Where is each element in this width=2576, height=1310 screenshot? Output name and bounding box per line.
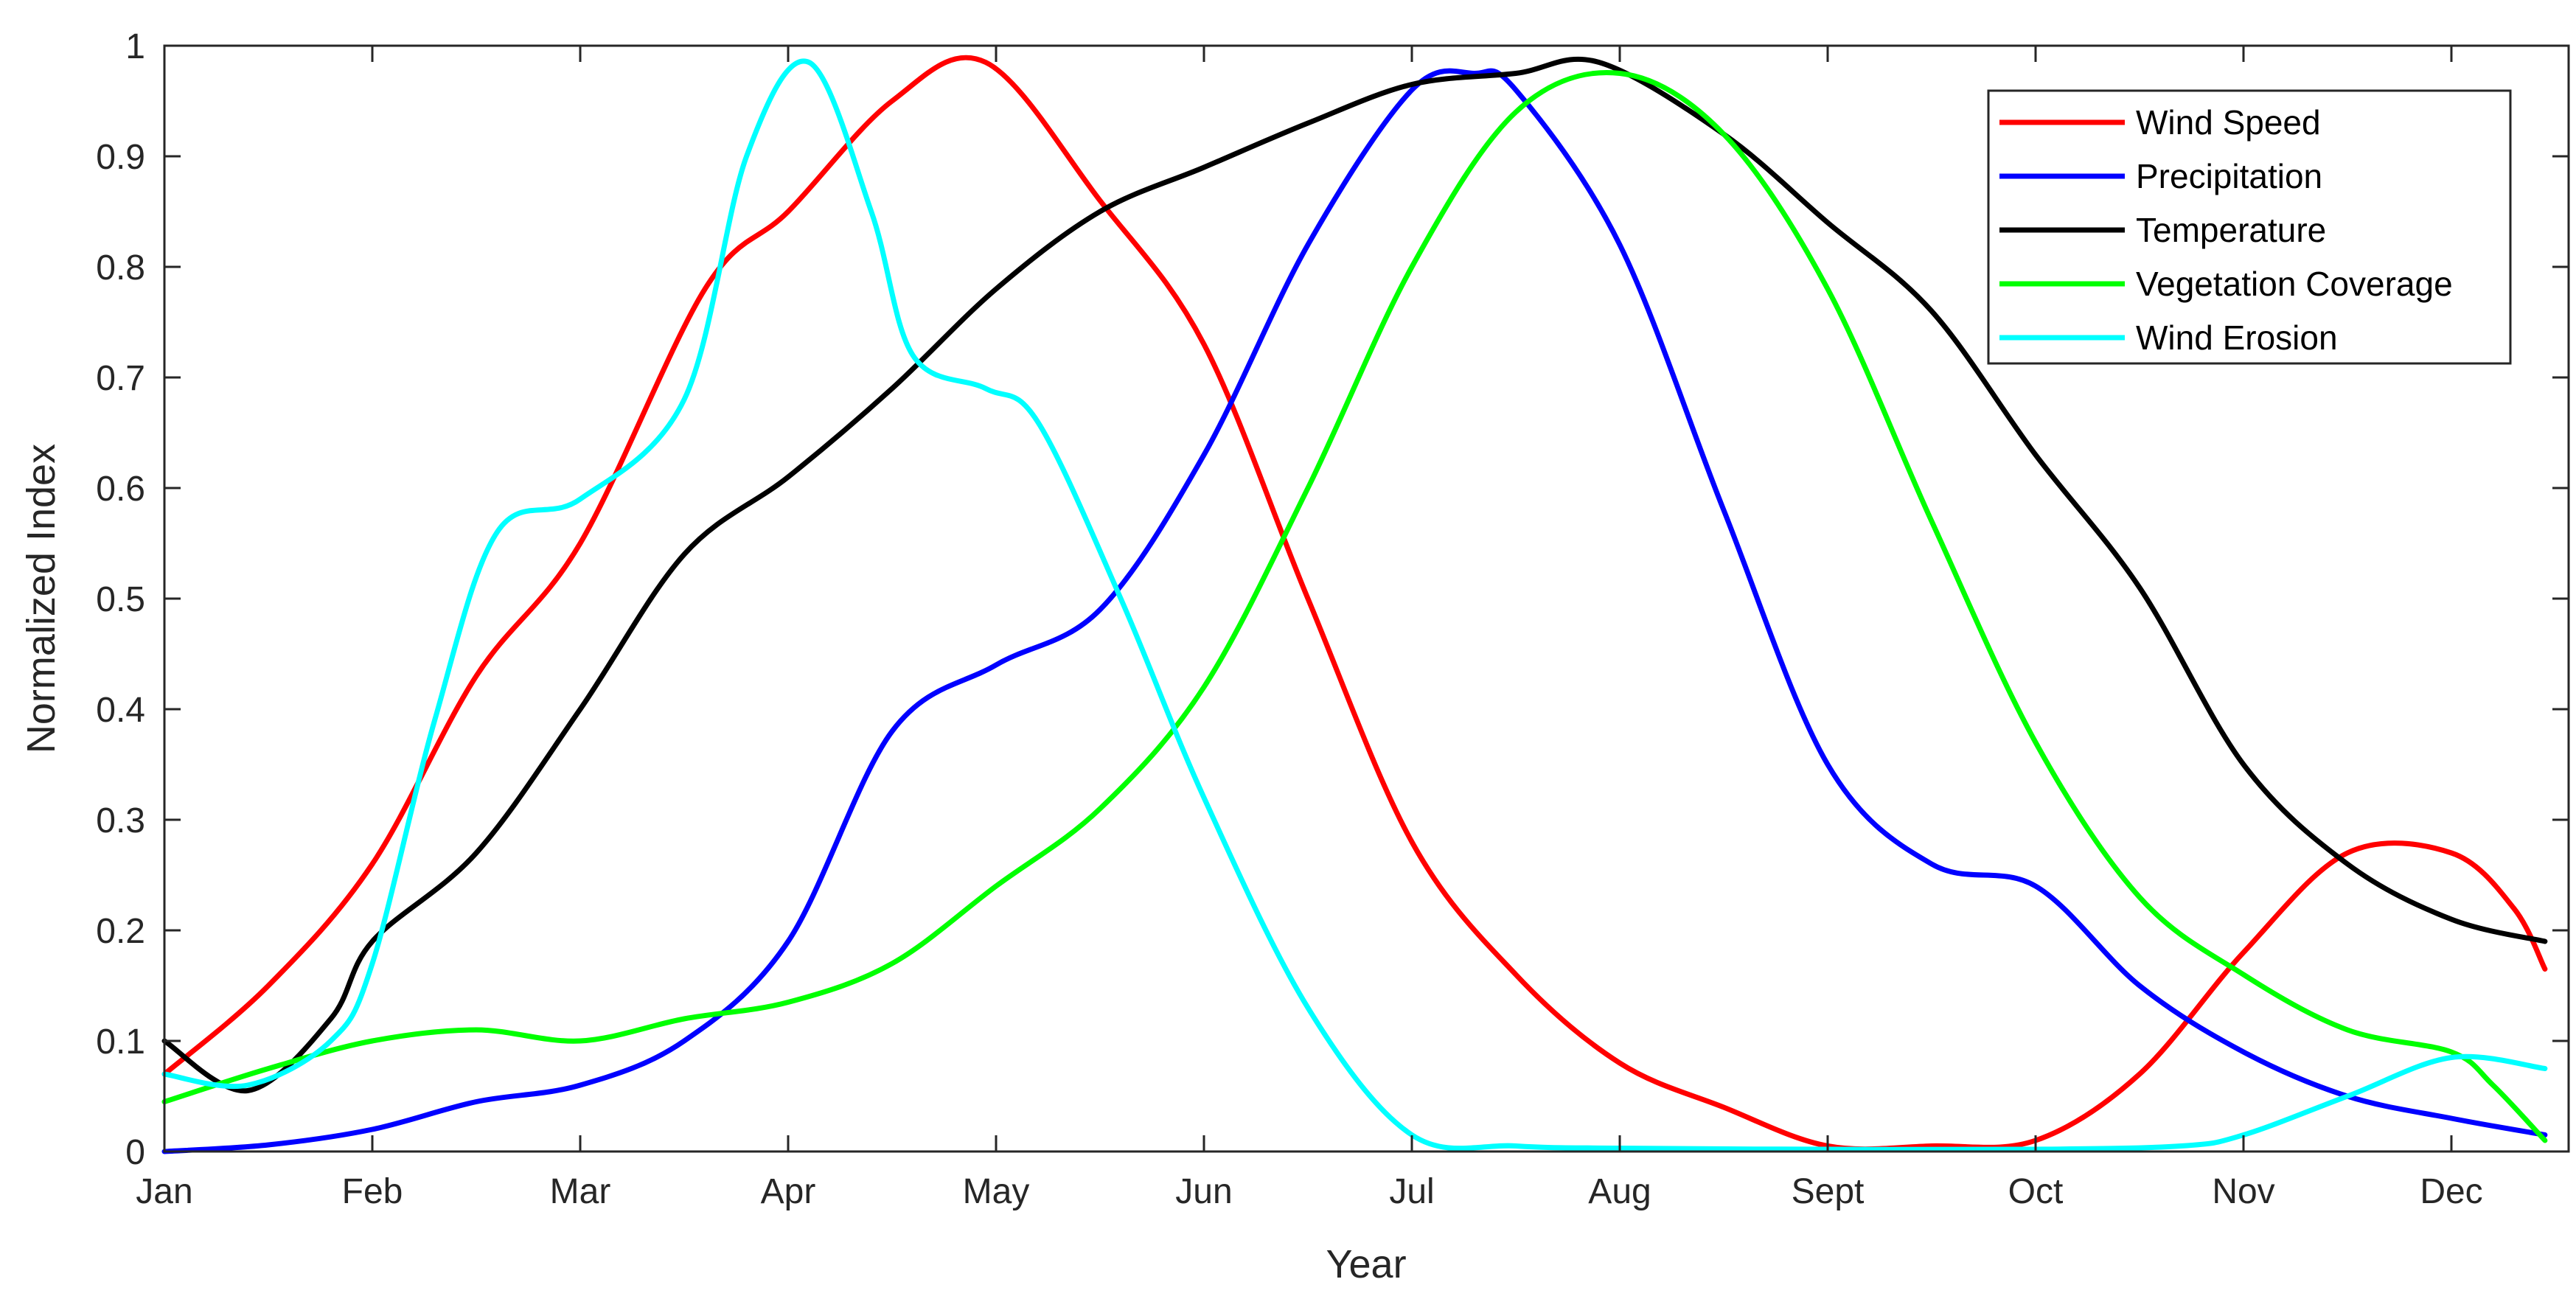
x-tick-label: Feb <box>342 1172 403 1211</box>
y-tick-label: 0.9 <box>96 138 145 177</box>
legend-box <box>1987 89 2512 365</box>
series-line-temperature <box>161 56 2548 1094</box>
series-line-precipitation <box>161 68 2548 1154</box>
x-tick-label: Jun <box>1175 1172 1232 1211</box>
x-tick-label: Nov <box>2212 1172 2274 1211</box>
series-line-wind-erosion <box>161 58 2548 1152</box>
series-line-wind-speed <box>161 55 2548 1152</box>
y-tick-label: 1 <box>125 27 145 66</box>
y-tick-label: 0.3 <box>96 801 145 840</box>
y-tick-label: 0.7 <box>96 359 145 398</box>
x-axis-title: Year <box>1326 1242 1406 1286</box>
x-tick-label: Aug <box>1588 1172 1651 1211</box>
y-tick-label: 0 <box>125 1133 145 1172</box>
y-tick-label: 0.5 <box>96 580 145 619</box>
y-tick-label: 0.8 <box>96 248 145 288</box>
x-tick-label: Sept <box>1792 1172 1865 1211</box>
x-tick-label: Oct <box>2008 1172 2064 1211</box>
legend-label: Temperature <box>2136 211 2326 249</box>
x-tick-label: Jan <box>136 1172 192 1211</box>
x-tick-label: Jul <box>1389 1172 1434 1211</box>
y-axis-title: Normalized Index <box>19 444 63 753</box>
legend-label: Precipitation <box>2136 157 2322 195</box>
series-line-vegetation-coverage <box>161 70 2548 1143</box>
x-tick-label: Apr <box>761 1172 816 1211</box>
legend: Wind Speed Precipitation Temperature Vegeta… <box>1987 89 2512 365</box>
y-tick-label: 0.6 <box>96 470 145 509</box>
x-tick-label: May <box>963 1172 1030 1211</box>
y-tick-label: 0.1 <box>96 1022 145 1062</box>
axes-layer: Jan Feb Mar Apr May Jun Jul Aug Sept Oct Nov Dec 0 0.… <box>96 27 2569 1211</box>
y-tick-label: 0.2 <box>96 912 145 951</box>
x-tick-label: Mar <box>550 1172 611 1211</box>
y-tick-label: 0.4 <box>96 691 145 730</box>
legend-label: Wind Speed <box>2136 103 2321 142</box>
legend-label: Vegetation Coverage <box>2136 265 2453 303</box>
legend-label: Wind Erosion <box>2136 318 2338 357</box>
x-tick-label: Dec <box>2420 1172 2482 1211</box>
series-layer <box>161 55 2548 1154</box>
